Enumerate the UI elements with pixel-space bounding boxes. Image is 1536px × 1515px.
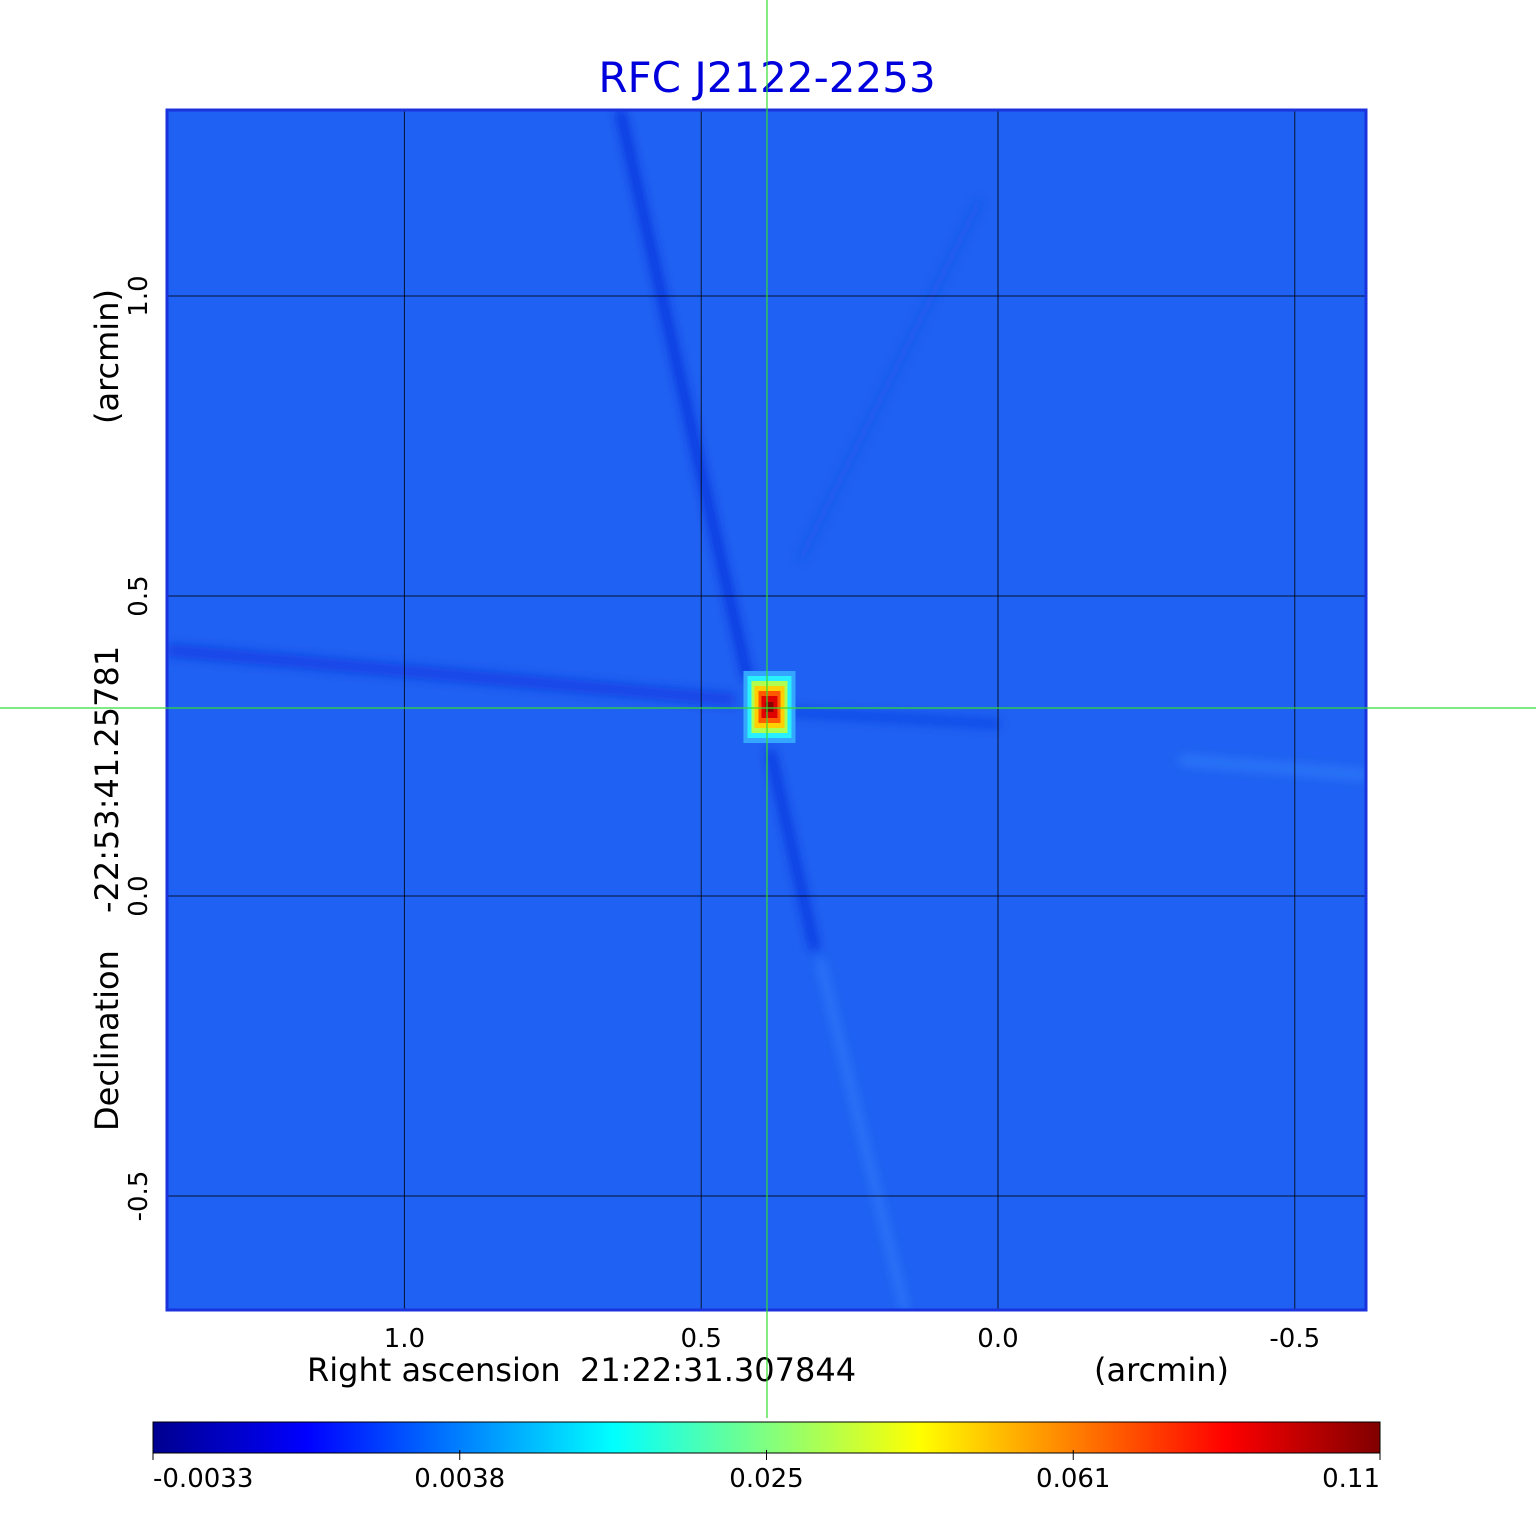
- x-axis-label: Right ascension 21:22:31.307844 (arcmin): [307, 1351, 1229, 1389]
- x-tick-labels: 1.0 0.5 0.0 -0.5: [384, 1324, 1320, 1354]
- colorbar: -0.0033 0.0038 0.025 0.061 0.11: [152, 1421, 1381, 1494]
- colorbar-tick-label: 0.025: [729, 1464, 803, 1494]
- grid-lines: [167, 110, 1366, 1310]
- y-tick-label: -0.5: [124, 1171, 154, 1222]
- x-tick-label: 1.0: [384, 1324, 425, 1354]
- x-tick-label: 0.5: [681, 1324, 722, 1354]
- streak-west: [167, 644, 736, 706]
- streak-east: [789, 707, 1001, 729]
- x-axis-unit: (arcmin): [1094, 1351, 1229, 1389]
- y-tick-label: 1.0: [124, 275, 154, 316]
- streak-northeast: [796, 198, 984, 562]
- colorbar-tick-label: 0.061: [1036, 1464, 1110, 1494]
- streak-east-light: [1179, 755, 1366, 780]
- colorbar-gradient: [152, 1421, 1381, 1454]
- y-axis-label: Declination -22:53:41.25781 (arcmin): [88, 289, 126, 1131]
- x-tick-label: 0.0: [977, 1324, 1018, 1354]
- streak-southeast: [816, 959, 909, 1310]
- x-axis-reference: 21:22:31.307844: [580, 1351, 856, 1389]
- source-intensity-level: [765, 702, 774, 712]
- streak-south: [765, 749, 820, 951]
- y-tick-label: 0.0: [124, 875, 154, 916]
- x-axis-title: Right ascension: [307, 1351, 561, 1389]
- y-axis-reference: -22:53:41.25781: [88, 646, 126, 913]
- colorbar-tick-label: 0.11: [1322, 1464, 1380, 1494]
- x-tick-label: -0.5: [1269, 1324, 1320, 1354]
- streak-north: [615, 110, 753, 681]
- colorbar-tick-label: -0.0033: [153, 1464, 253, 1494]
- y-tick-labels: 1.0 0.5 0.0 -0.5: [124, 275, 154, 1221]
- y-axis-unit: (arcmin): [88, 289, 126, 424]
- source-peak: [743, 671, 796, 743]
- y-axis-title: Declination: [88, 950, 126, 1131]
- sidelobe-streaks: [167, 110, 1366, 1310]
- colorbar-tick-label: 0.0038: [414, 1464, 505, 1494]
- y-tick-label: 0.5: [124, 575, 154, 616]
- colorbar-ticks: -0.0033 0.0038 0.025 0.061 0.11: [152, 1450, 1381, 1494]
